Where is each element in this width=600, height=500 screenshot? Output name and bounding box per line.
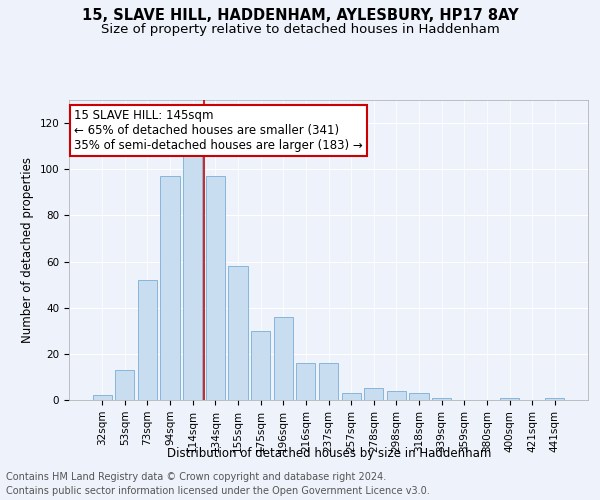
Y-axis label: Number of detached properties: Number of detached properties [21,157,34,343]
Bar [432,398,451,400]
Bar [341,393,361,400]
Text: Distribution of detached houses by size in Haddenham: Distribution of detached houses by size … [167,448,491,460]
Bar [387,391,406,400]
Bar [183,134,202,400]
Bar [319,363,338,400]
Text: Contains HM Land Registry data © Crown copyright and database right 2024.: Contains HM Land Registry data © Crown c… [6,472,386,482]
Bar [115,370,134,400]
Text: 15 SLAVE HILL: 145sqm
← 65% of detached houses are smaller (341)
35% of semi-det: 15 SLAVE HILL: 145sqm ← 65% of detached … [74,109,363,152]
Bar [364,388,383,400]
Bar [251,331,270,400]
Bar [229,266,248,400]
Bar [296,363,316,400]
Bar [160,176,180,400]
Bar [545,398,565,400]
Text: Size of property relative to detached houses in Haddenham: Size of property relative to detached ho… [101,22,499,36]
Bar [500,398,519,400]
Bar [138,280,157,400]
Bar [206,176,225,400]
Bar [409,393,428,400]
Bar [274,317,293,400]
Text: 15, SLAVE HILL, HADDENHAM, AYLESBURY, HP17 8AY: 15, SLAVE HILL, HADDENHAM, AYLESBURY, HP… [82,8,518,22]
Text: Contains public sector information licensed under the Open Government Licence v3: Contains public sector information licen… [6,486,430,496]
Bar [92,396,112,400]
